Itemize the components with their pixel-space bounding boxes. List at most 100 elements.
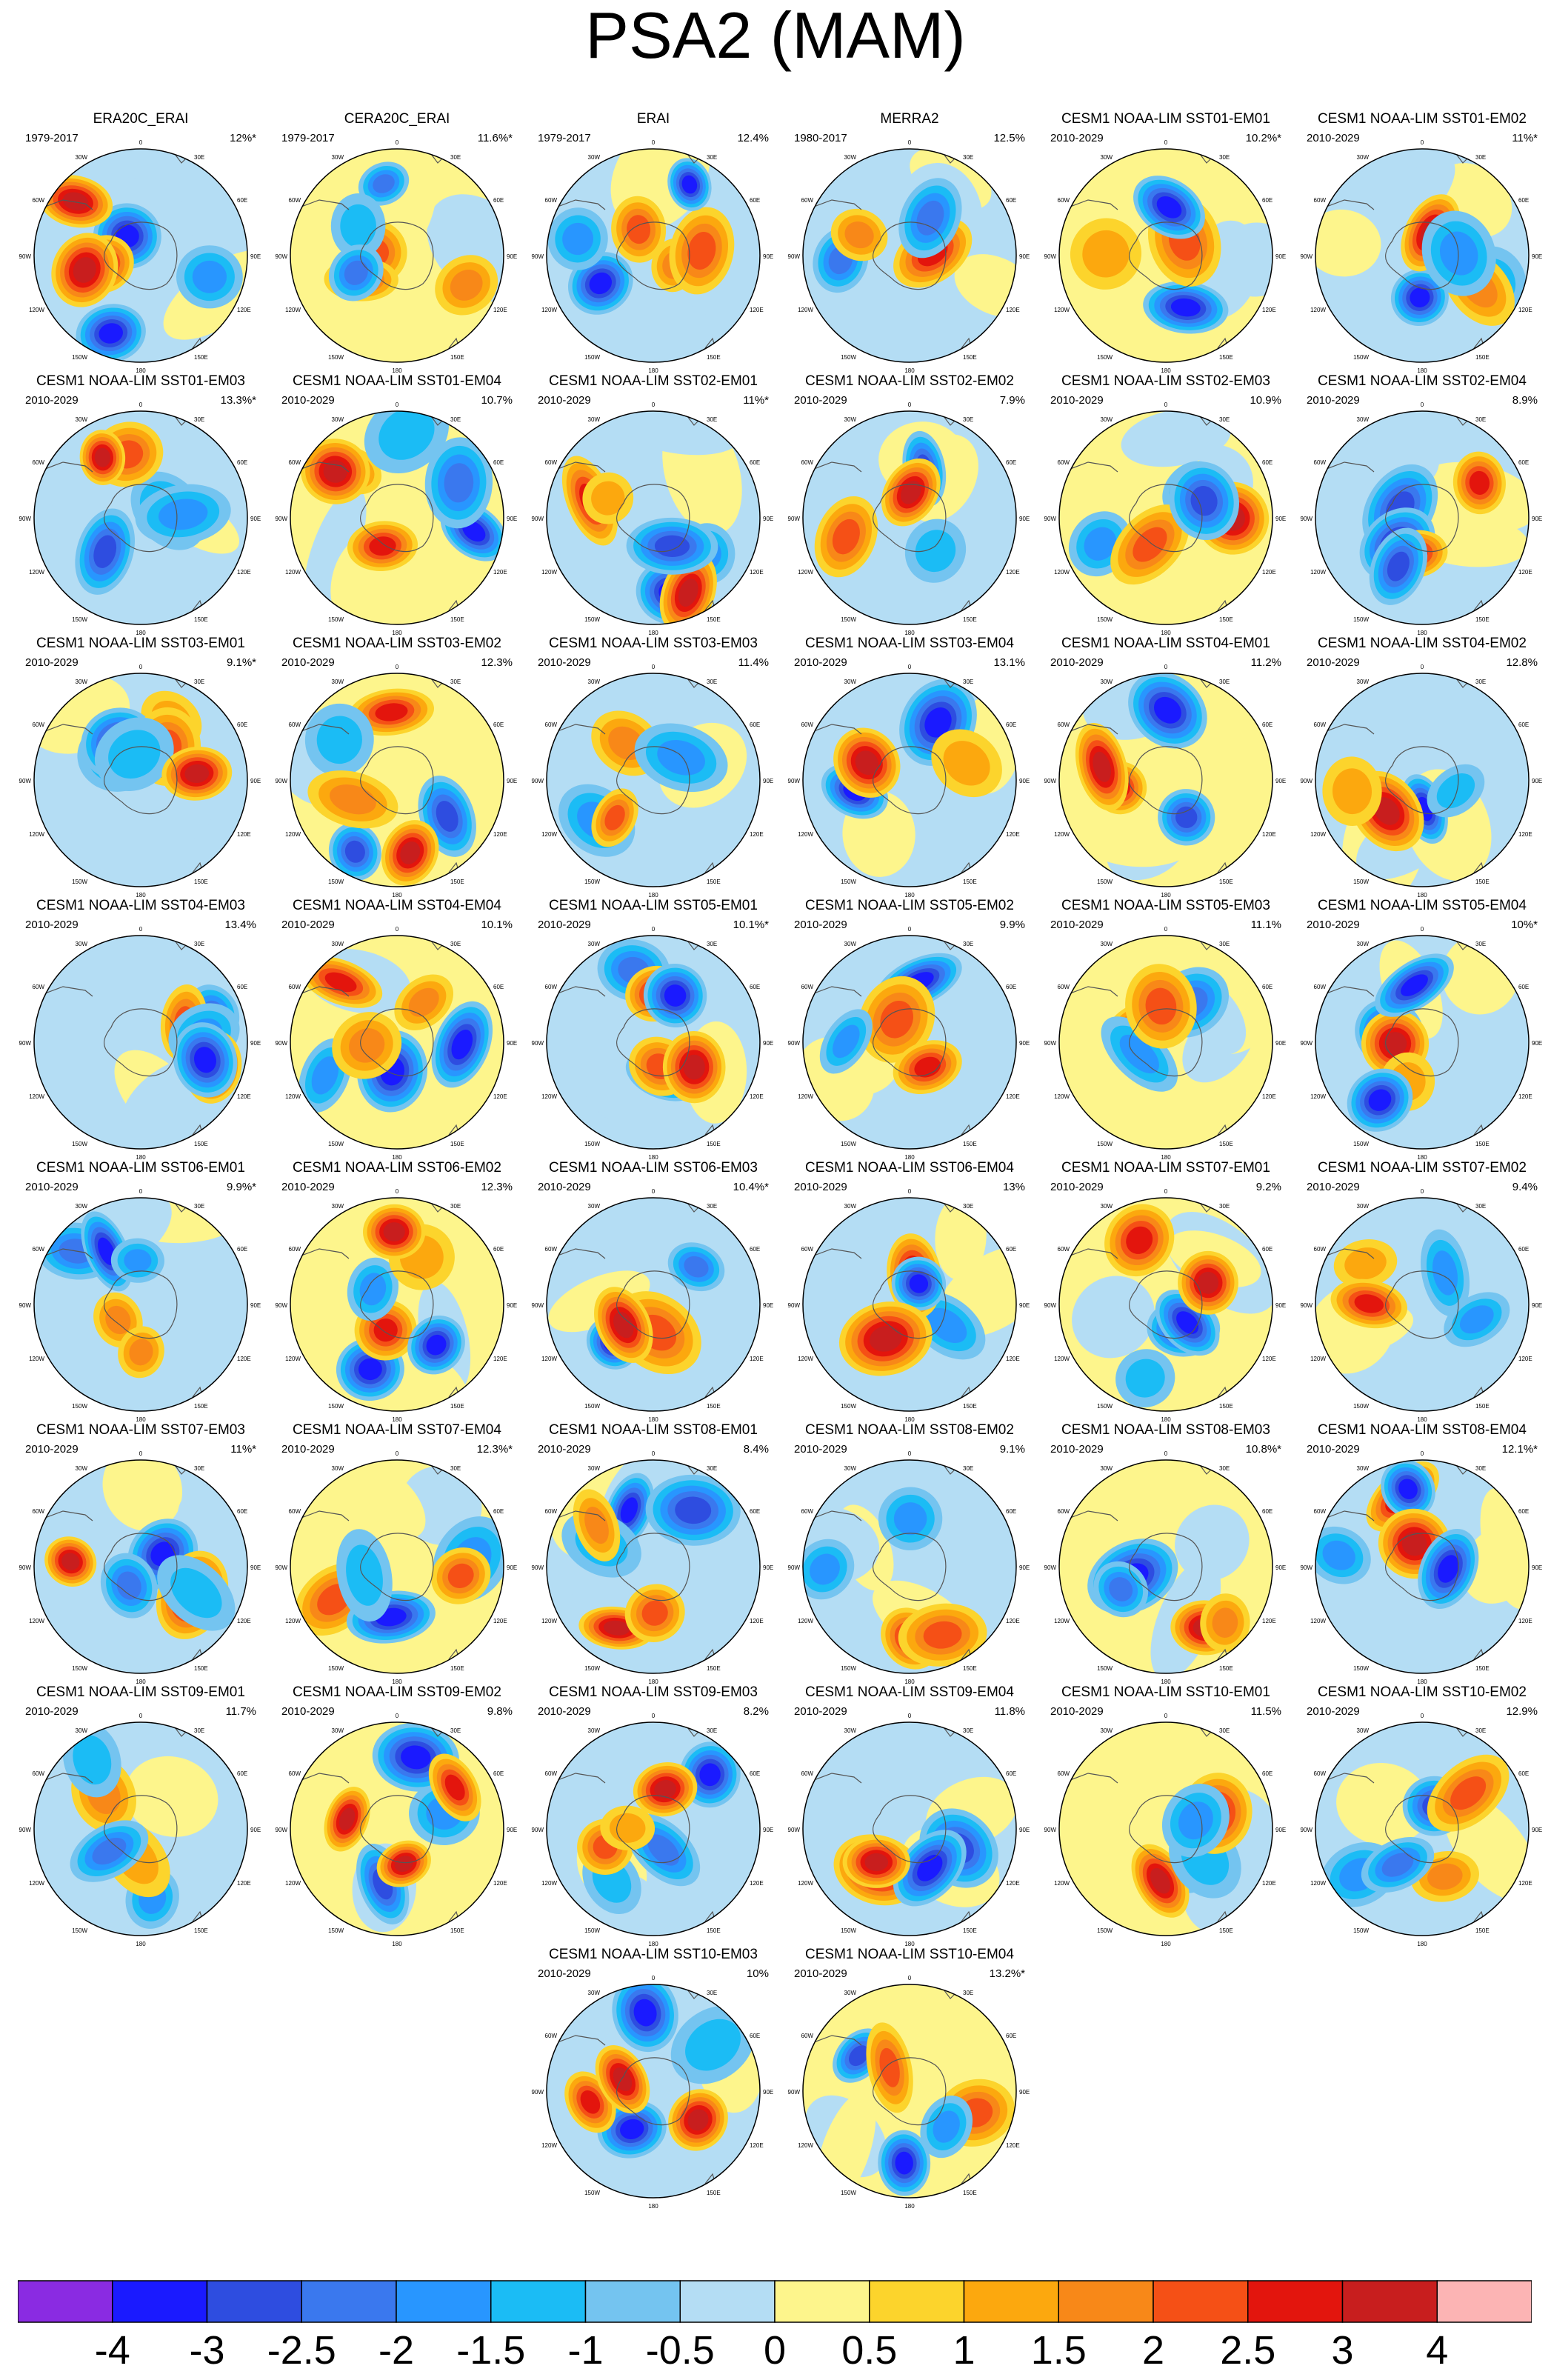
- lon-label-ul: 60W: [1314, 1770, 1327, 1777]
- lon-label-ul: 60W: [33, 1770, 45, 1777]
- colorbar-tick-label: -4: [94, 2328, 130, 2373]
- panel-title: CESM1 NOAA-LIM SST02-EM01: [549, 373, 758, 389]
- panel-period: 2010-2029: [794, 919, 847, 931]
- colorbar-box-8: [774, 2280, 870, 2323]
- polar-map: 0 30W 30E 60W 60E 90W 90E 120W 120E 150W 150E 180: [532, 1975, 774, 2210]
- south-america-coastline: [547, 199, 606, 212]
- map-panel: CESM1 NOAA-LIM SST02-EM02 2010-2029 7.9% 0 3…: [784, 373, 1035, 636]
- lon-label-ul: 60W: [33, 459, 45, 466]
- lon-label-lr: 120E: [493, 1618, 507, 1624]
- lon-label-ll: 120W: [1054, 1880, 1070, 1887]
- antarctica-coastline: [872, 1008, 947, 1077]
- lon-label-bottom: 180: [1161, 367, 1171, 374]
- lon-label-ul: 60W: [801, 721, 814, 728]
- lon-label-lr: 120E: [1262, 1880, 1276, 1887]
- lon-label-bottom: 180: [136, 1416, 146, 1423]
- anomaly-contour-p21-b3-l4: [914, 1056, 941, 1078]
- lon-label-bl: 150W: [1097, 879, 1113, 885]
- lon-label-r: 90E: [1532, 1827, 1542, 1833]
- panel-title: CESM1 NOAA-LIM SST08-EM01: [549, 1422, 758, 1438]
- lon-label-ll: 120W: [1310, 1093, 1326, 1100]
- colorbar-box-3: [301, 2280, 397, 2323]
- lon-label-top: 0: [1164, 926, 1168, 933]
- anomaly-contour-p29-b1-l1: [1344, 1247, 1387, 1280]
- map-panel: CESM1 NOAA-LIM SST04-EM01 2010-2029 11.2% 0…: [1040, 636, 1292, 899]
- lon-label-top: 0: [1421, 1450, 1424, 1457]
- lon-label-ur: 60E: [1518, 1246, 1529, 1253]
- lon-label-bl: 150W: [1353, 616, 1369, 623]
- lon-label-tr: 30E: [963, 941, 973, 947]
- anomaly-contour-p41-b1-l2: [1427, 1863, 1463, 1890]
- anomaly-contour-p5-b0-l5: [1410, 287, 1430, 308]
- panel-variance: 12.5%: [993, 132, 1025, 144]
- lon-label-top: 0: [1421, 1188, 1424, 1195]
- south-america-coastline: [1059, 461, 1118, 474]
- south-america-coastline: [1315, 199, 1375, 212]
- antarctica-coastline: [616, 1270, 690, 1339]
- lon-label-ll: 120W: [1054, 569, 1070, 576]
- lon-label-bottom: 180: [136, 630, 146, 636]
- anomaly-contour-p23-b2-l5: [1401, 974, 1428, 996]
- anomaly-contour-p30-b2-l3: [116, 1571, 141, 1600]
- lon-label-lr: 120E: [1518, 307, 1532, 313]
- map-field: [803, 149, 1016, 362]
- anomaly-contour-p41-b3-l3: [1450, 1776, 1487, 1810]
- map-panel: CESM1 NOAA-LIM SST01-EM02 2010-2029 11%* 0 3…: [1296, 111, 1548, 374]
- lon-label-tl: 30W: [844, 941, 857, 947]
- lon-label-l: 90W: [788, 2089, 801, 2096]
- panel-title: CESM1 NOAA-LIM SST04-EM02: [1318, 636, 1527, 651]
- lon-label-ll: 120W: [798, 1618, 813, 1624]
- map-border: [802, 410, 1017, 625]
- anomaly-contour-p34-b3-l2: [1212, 1607, 1238, 1638]
- panel-variance: 11%*: [743, 394, 769, 407]
- lon-label-bottom: 180: [1417, 1941, 1427, 1947]
- map-border: [33, 935, 248, 1150]
- lon-label-bl: 150W: [72, 879, 87, 885]
- anomaly-contour-p1-b4-l3: [344, 260, 368, 285]
- map-panel: CESM1 NOAA-LIM SST02-EM04 2010-2029 8.9% 0 3…: [1296, 373, 1548, 636]
- lon-label-ll: 120W: [541, 2142, 557, 2149]
- anomaly-contour-p1-b0-l3: [373, 174, 395, 193]
- anomaly-contour-p13-b3-l2: [330, 784, 376, 815]
- anomaly-contour-p15-b1-l5: [855, 750, 878, 776]
- antarctica-coastline: [359, 1270, 434, 1339]
- lon-label-top: 0: [908, 1975, 912, 1981]
- lon-label-top: 0: [1421, 139, 1424, 146]
- panel-title: CESM1 NOAA-LIM SST09-EM03: [549, 1684, 758, 1700]
- lon-label-r: 90E: [250, 516, 261, 522]
- lon-label-bl: 150W: [328, 1927, 344, 1934]
- map-panel: ERAI 1979-2017 12.4% 0 30W 30E 60W 60E 90W 90E 120…: [527, 111, 779, 374]
- lon-label-br: 150E: [450, 1141, 464, 1147]
- lon-label-ur: 60E: [750, 459, 760, 466]
- lon-label-r: 90E: [507, 1564, 517, 1571]
- lon-label-lr: 120E: [237, 1093, 251, 1100]
- lon-label-br: 150E: [1219, 1927, 1233, 1934]
- panel-period: 2010-2029: [1050, 1705, 1104, 1718]
- anomaly-contour-p36-b4-l3: [92, 1838, 127, 1865]
- anomaly-contour-p37-b5-l4: [444, 1774, 465, 1801]
- panel-period: 2010-2029: [281, 394, 335, 407]
- panel-title: CESM1 NOAA-LIM SST03-EM02: [293, 636, 501, 651]
- map-band-1: [1377, 156, 1455, 241]
- south-america-coastline: [803, 2035, 862, 2047]
- lon-label-tr: 30E: [450, 1465, 461, 1472]
- anomaly-contour-p7-b4-l1: [378, 411, 435, 460]
- lon-label-bottom: 180: [904, 630, 915, 636]
- lon-label-bottom: 180: [136, 1941, 146, 1947]
- lon-label-tr: 30E: [194, 154, 204, 161]
- lon-label-r: 90E: [1019, 1302, 1030, 1309]
- panel-period: 2010-2029: [538, 1705, 591, 1718]
- lon-label-br: 150E: [194, 1403, 208, 1410]
- polar-map: 0 30W 30E 60W 60E 90W 90E 120W 120E 150W 150E 180: [1301, 1188, 1543, 1423]
- lon-label-ul: 60W: [545, 1770, 558, 1777]
- panel-variance: 9.4%: [1512, 1181, 1538, 1193]
- lon-label-ur: 60E: [750, 197, 760, 204]
- lon-label-tl: 30W: [588, 1465, 601, 1472]
- lon-label-l: 90W: [19, 778, 32, 784]
- panel-period: 2010-2029: [281, 919, 335, 931]
- map-border: [546, 1721, 761, 1936]
- lon-label-tr: 30E: [707, 1203, 717, 1210]
- panel-title: CESM1 NOAA-LIM SST05-EM01: [549, 898, 758, 913]
- lon-label-top: 0: [908, 1450, 912, 1457]
- map-field: [1315, 1722, 1529, 1936]
